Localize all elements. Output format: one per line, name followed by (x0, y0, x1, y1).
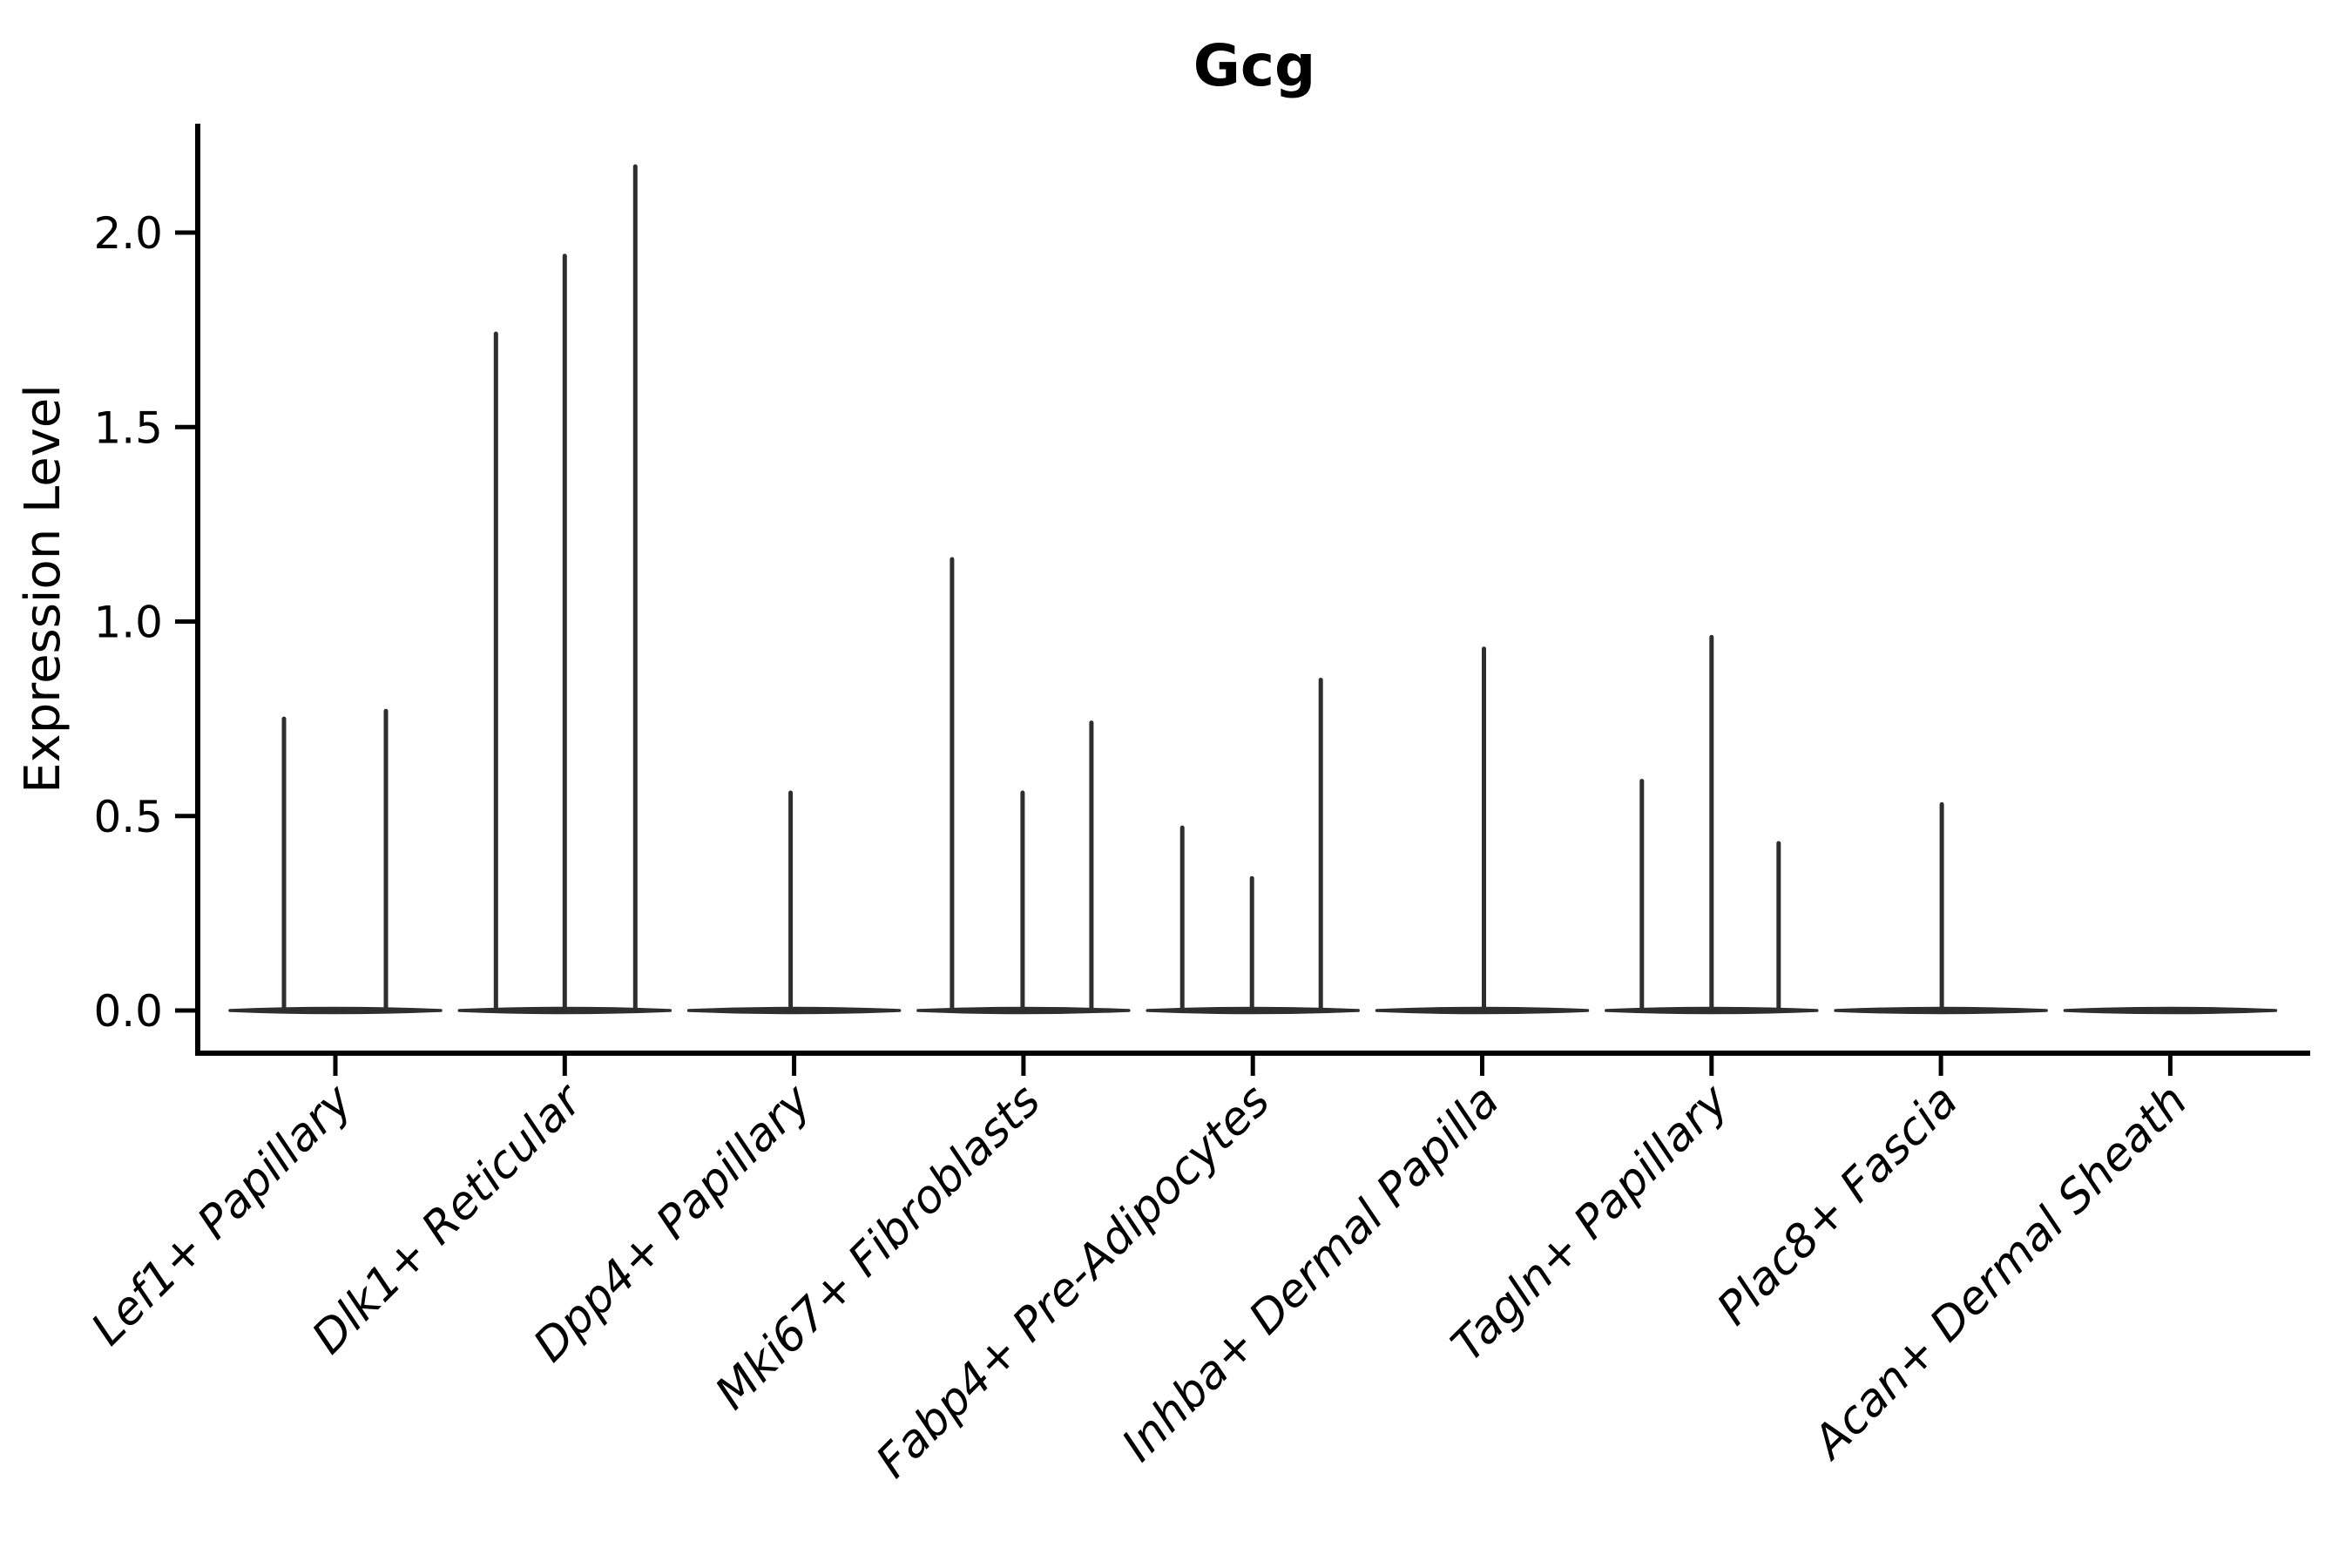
violin-body (2063, 1006, 2278, 1015)
x-tick-label: Fabp4+ Pre-Adipocytes (867, 1075, 1281, 1489)
y-tick-label: 1.0 (93, 598, 163, 648)
y-tick-label: 1.5 (93, 402, 163, 453)
violin (1605, 634, 1819, 1015)
x-tick-label: Inhba+ Dermal Papilla (1112, 1075, 1510, 1472)
y-tick-label: 2.0 (93, 208, 163, 259)
violin (2063, 1006, 2278, 1015)
y-axis-label: Expression Level (15, 384, 71, 794)
y-tick-label: 0.0 (93, 986, 163, 1037)
violin (686, 790, 902, 1015)
violin-body (686, 1006, 902, 1015)
x-tick-label: Plac8+ Fascia (1707, 1075, 1968, 1335)
violin (916, 557, 1131, 1015)
chart-title: Gcg (1193, 32, 1316, 99)
violins-layer (228, 164, 2278, 1015)
axes-layer: 0.0 0.5 1.0 1.5 2.0 (93, 124, 2310, 1076)
violin (457, 164, 672, 1015)
y-tick-label: 0.5 (93, 792, 163, 842)
violin (1834, 801, 2048, 1015)
violin (228, 708, 443, 1015)
violin (1375, 646, 1590, 1015)
violin-body (228, 1006, 443, 1015)
violin (1146, 677, 1360, 1015)
x-tick-label: Acan+ Dermal Sheath (1802, 1075, 2198, 1470)
